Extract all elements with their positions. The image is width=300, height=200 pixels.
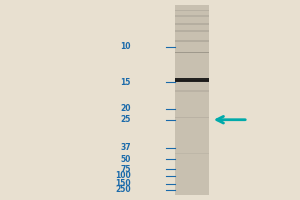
Text: 75: 75: [120, 165, 131, 174]
Text: 50: 50: [120, 155, 131, 164]
Text: 25: 25: [120, 115, 131, 124]
Text: 250: 250: [115, 185, 131, 194]
Bar: [175, 90, 209, 92]
Bar: [175, 117, 209, 118]
Text: 100: 100: [115, 171, 131, 180]
Text: 15: 15: [120, 78, 131, 87]
Bar: [175, 153, 209, 154]
Bar: [175, 23, 209, 25]
Bar: [175, 30, 209, 32]
Bar: [175, 15, 209, 17]
Text: 20: 20: [120, 104, 131, 113]
Text: 10: 10: [120, 42, 131, 51]
Text: 37: 37: [120, 143, 131, 152]
Text: 150: 150: [115, 179, 131, 188]
Bar: [175, 52, 209, 53]
Bar: [175, 80, 209, 81]
Bar: [175, 10, 209, 11]
Bar: [175, 78, 209, 82]
Bar: [175, 40, 209, 42]
Bar: [175, 5, 209, 195]
